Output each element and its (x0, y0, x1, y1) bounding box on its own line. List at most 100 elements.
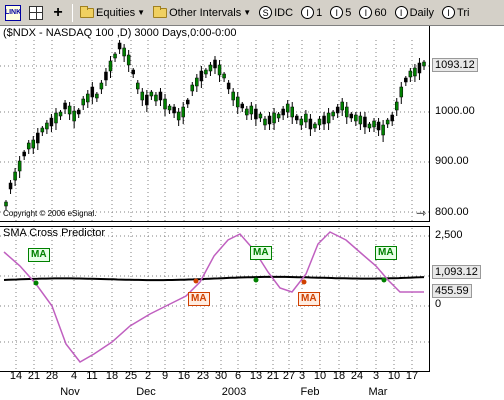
candle-body (304, 113, 308, 123)
candle-body (199, 70, 204, 82)
candle-body (167, 105, 172, 111)
layout-button[interactable] (26, 3, 46, 23)
candle-body (285, 103, 290, 113)
candle-body (17, 160, 22, 172)
date-tick: 17 (405, 370, 419, 382)
candle-body (381, 124, 385, 136)
candle-body (122, 47, 126, 57)
candle-body (49, 117, 54, 127)
indicator-tick: 2,500 (435, 229, 463, 241)
candle-body (358, 115, 363, 125)
interval-1-label: 1 (316, 6, 323, 19)
add-button[interactable]: + (48, 3, 68, 23)
price-tick: 800.00 (435, 206, 469, 218)
candle-body (181, 106, 185, 118)
candle-body (313, 123, 317, 129)
candle-body (226, 82, 231, 90)
price-pane[interactable] (0, 26, 430, 222)
intervals-dropdown[interactable]: Other Intervals ▼ (150, 3, 254, 23)
candle-body (308, 118, 313, 130)
month-tick: Feb (300, 386, 320, 398)
candle-body (140, 91, 145, 101)
candle-body (204, 69, 208, 75)
candle-body (317, 118, 322, 126)
candle-body (176, 111, 181, 121)
candle-body (258, 113, 263, 119)
candle-body (81, 98, 85, 106)
date-tick: 18 (332, 370, 346, 382)
date-tick: 28 (45, 370, 59, 382)
candle-body (31, 139, 36, 149)
folder-icon (80, 5, 94, 18)
date-tick: 16 (177, 370, 191, 382)
candle-body (208, 64, 213, 72)
date-tick: 11 (86, 370, 98, 382)
candle-body (399, 86, 404, 98)
intervals-label: Other Intervals (169, 6, 242, 19)
candle-body (213, 59, 217, 69)
grid-icon (29, 5, 43, 20)
date-tick: 21 (266, 370, 280, 382)
interval-daily-button[interactable]: I Daily (392, 3, 437, 23)
chart-window[interactable]: ($NDX - NASDAQ 100 ,D) 3000 Days,0:00-0:… (0, 26, 504, 400)
sma-fast-line (3, 231, 424, 363)
candle-body (190, 84, 195, 92)
chart-canvas (0, 40, 430, 370)
indicator-pane-title: SMA Cross Predictor (3, 227, 106, 239)
toolbar-separator (72, 3, 73, 22)
candle-body (86, 93, 90, 103)
candle-body (408, 70, 413, 78)
symbol-list-dropdown[interactable]: Equities ▼ (77, 3, 148, 23)
price-pane-title: ($NDX - NASDAQ 100 ,D) 3000 Days,0:00-0:… (3, 27, 237, 39)
candle-body (104, 71, 108, 81)
candle-body (326, 112, 331, 124)
date-tick: 6 (234, 370, 242, 382)
last-price-label: 1093.12 (432, 58, 478, 72)
candle-body (345, 106, 349, 118)
candle-body (126, 54, 131, 66)
indicator-value-black: 1,093.12 (432, 265, 481, 279)
candle-body (272, 112, 276, 124)
interval-60-button[interactable]: I 60 (356, 3, 389, 23)
date-tick: 10 (313, 370, 327, 382)
indicator-pane[interactable] (0, 226, 430, 372)
candle-body (131, 69, 135, 75)
idc-label: IDC (274, 6, 294, 19)
plus-icon: + (53, 3, 63, 21)
candle-body (354, 114, 358, 122)
candle-body (22, 151, 26, 157)
candle-body (299, 118, 304, 126)
candle-body (58, 111, 63, 117)
date-tick: 10 (387, 370, 401, 382)
candle-body (367, 123, 372, 129)
idc-button[interactable]: S IDC (256, 3, 296, 23)
candle-body (372, 120, 376, 128)
ma-cross-tag: MA (375, 246, 397, 260)
candle-body (99, 82, 104, 90)
candle-body (172, 106, 176, 114)
interval-daily-label: Daily (409, 6, 435, 19)
interval-1-button[interactable]: I 1 (298, 3, 325, 23)
date-tick: 3 (372, 370, 380, 382)
candle-body (67, 105, 72, 115)
scroll-right-icon[interactable]: ⇾ (416, 206, 427, 220)
interval-icon: I (359, 6, 373, 19)
date-tick: 25 (124, 370, 138, 382)
chevron-down-icon: ▼ (137, 8, 146, 17)
month-tick: Nov (60, 386, 80, 398)
date-tick: 2 (144, 370, 152, 382)
interval-tri-button[interactable]: I Tri (439, 3, 472, 23)
sma-slow-line (3, 275, 425, 282)
crossover-dot (381, 277, 387, 283)
candle-body (90, 86, 95, 98)
candle-body (363, 116, 367, 128)
candle-body (36, 132, 40, 144)
candle-body (163, 98, 167, 110)
folder-icon (153, 5, 168, 18)
interval-60-label: 60 (374, 6, 387, 19)
candle-body (245, 108, 249, 116)
candle-body (95, 93, 99, 99)
interval-5-button[interactable]: I 5 (327, 3, 354, 23)
link-button[interactable]: LINK (2, 3, 24, 23)
candle-body (340, 101, 344, 111)
